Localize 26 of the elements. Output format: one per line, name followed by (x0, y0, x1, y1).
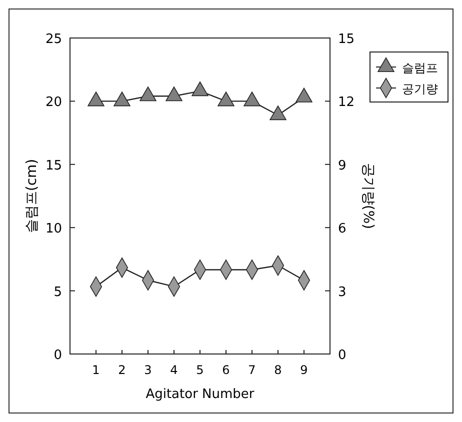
x-tick-label: 9 (300, 363, 308, 377)
x-tick-label: 5 (196, 363, 204, 377)
y-tick-label: 15 (45, 158, 62, 174)
x-tick-label: 3 (144, 363, 152, 377)
x-tick-label: 4 (170, 363, 178, 377)
y-tick-label: 25 (45, 32, 62, 47)
y-tick-label: 0 (54, 348, 62, 363)
x-axis-title: Agitator Number (146, 387, 255, 402)
y-tick-label: 20 (45, 95, 62, 110)
legend-label: 공기량 (402, 82, 438, 96)
y-axis-title: 슬럼프(cm) (24, 158, 40, 234)
x-tick-label: 7 (248, 363, 256, 377)
y2-axis-title: 공기량(%) (360, 162, 376, 230)
x-tick-label: 2 (118, 363, 126, 377)
y-tick-label: 5 (54, 284, 62, 300)
x-tick-label: 8 (274, 363, 282, 377)
y2-tick-label: 12 (338, 95, 355, 110)
y2-tick-label: 3 (338, 284, 346, 300)
x-tick-label: 6 (222, 363, 230, 377)
y2-tick-label: 15 (338, 32, 355, 47)
y-tick-label: 10 (45, 222, 62, 237)
y2-tick-label: 9 (338, 158, 346, 174)
x-tick-label: 1 (92, 363, 100, 377)
y2-tick-label: 0 (338, 348, 346, 363)
legend-label: 슬럼프 (402, 61, 438, 75)
y2-tick-label: 6 (338, 222, 346, 237)
